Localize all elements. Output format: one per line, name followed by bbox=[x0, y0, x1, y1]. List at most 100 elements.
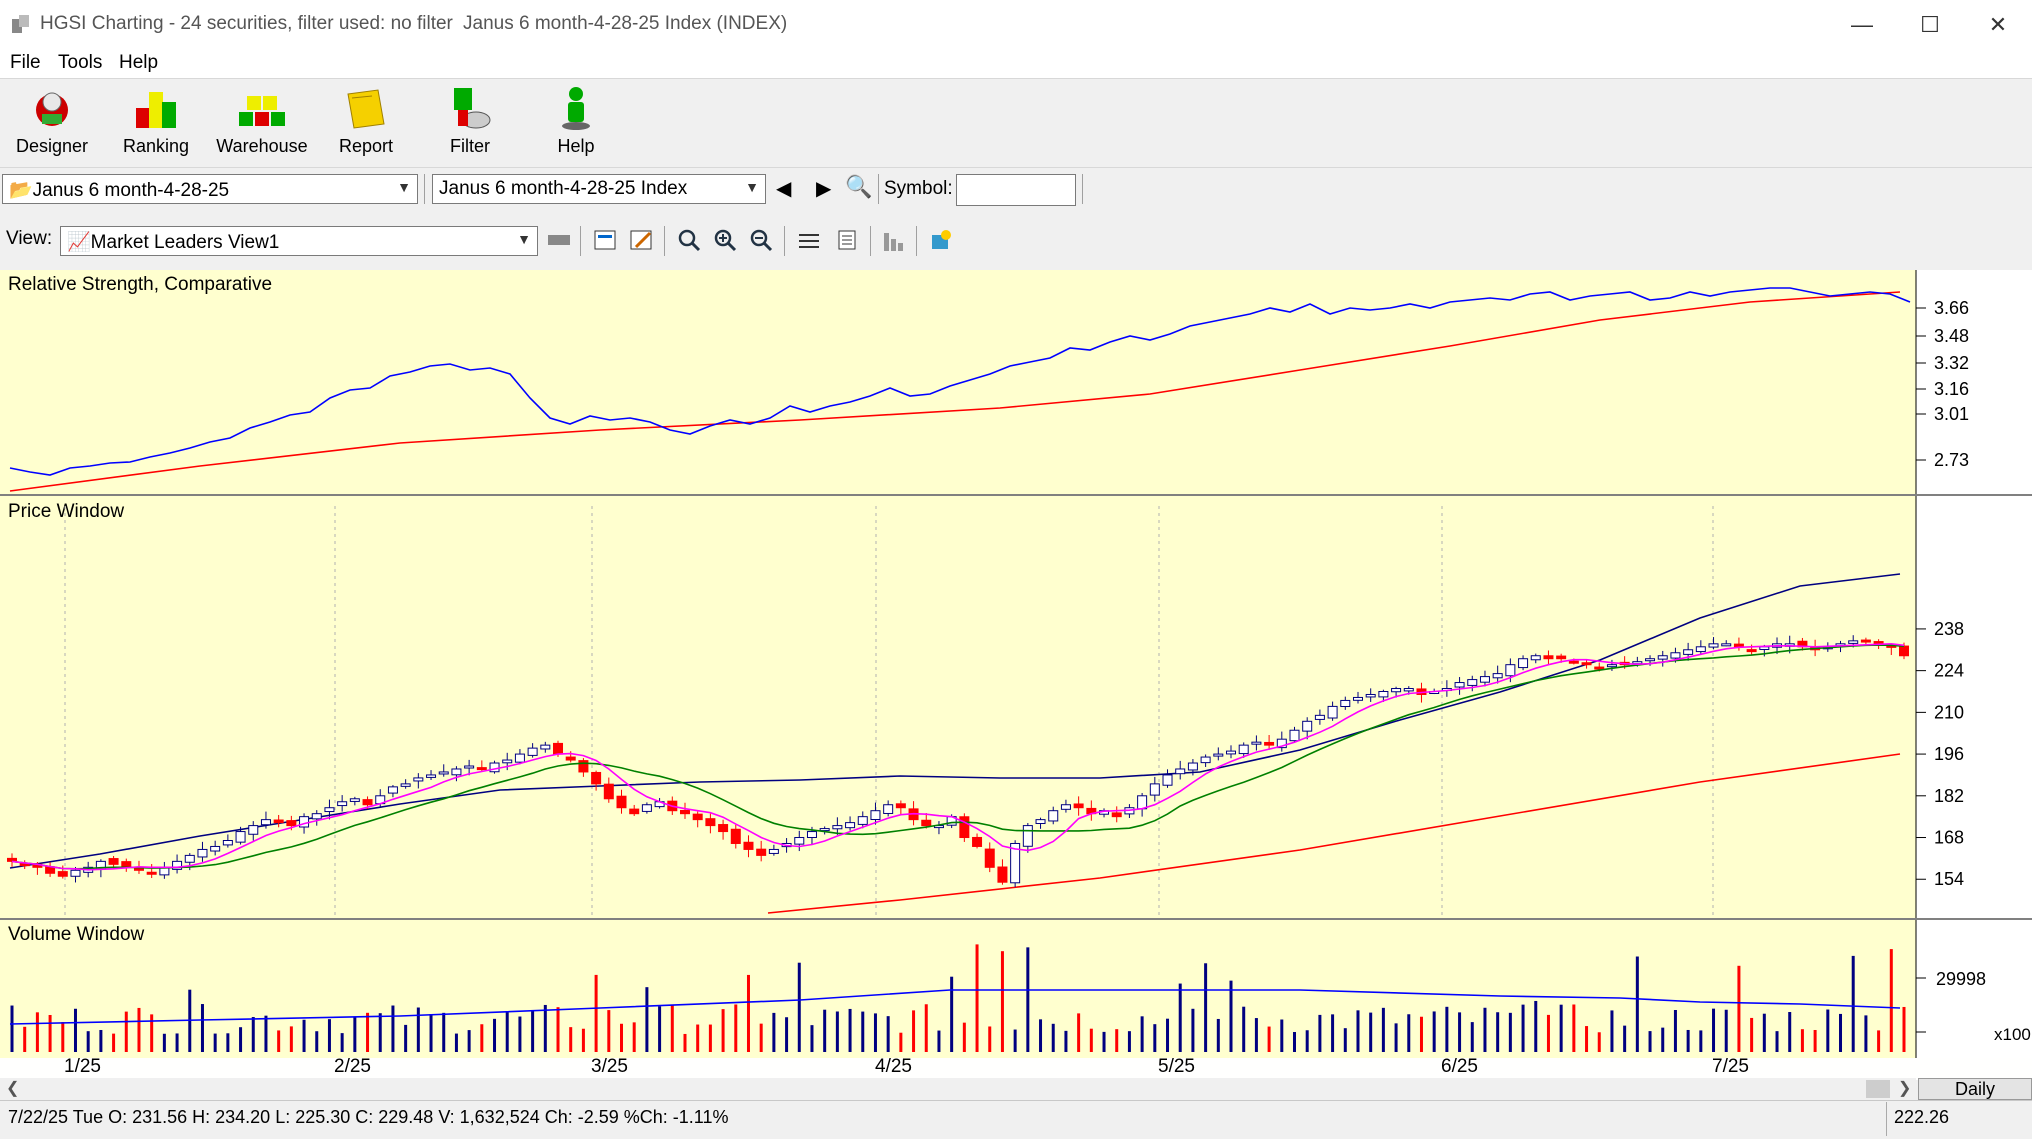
refresh-icon[interactable] bbox=[928, 227, 954, 253]
volume-bar bbox=[848, 1008, 852, 1052]
filter-button[interactable]: Filter bbox=[420, 84, 520, 162]
zoom-out-icon[interactable] bbox=[748, 227, 774, 253]
candle bbox=[743, 841, 754, 850]
volume-bar bbox=[1572, 1004, 1576, 1052]
volume-bar bbox=[620, 1023, 624, 1052]
maximize-button[interactable]: ☐ bbox=[1920, 12, 1940, 37]
candle bbox=[337, 801, 348, 807]
volume-bar bbox=[1686, 1029, 1690, 1052]
candle bbox=[1403, 688, 1414, 692]
view-select[interactable]: 📈Market Leaders View1 ▼ bbox=[60, 226, 538, 256]
volume-bar bbox=[1470, 1022, 1474, 1052]
rs-tick: 2.73 bbox=[1934, 450, 1969, 470]
volume-bar bbox=[1877, 1030, 1881, 1052]
volume-bar bbox=[772, 1012, 776, 1052]
volume-bar bbox=[734, 1004, 738, 1052]
candle bbox=[1365, 693, 1376, 698]
volume-bar bbox=[137, 1007, 141, 1052]
volume-bar bbox=[873, 1013, 877, 1052]
candle bbox=[641, 804, 652, 812]
binoculars-icon[interactable]: 🔍 bbox=[845, 174, 873, 199]
volume-bar bbox=[454, 1033, 458, 1052]
menu-help[interactable]: Help bbox=[119, 52, 159, 73]
date-axis bbox=[0, 1058, 2032, 1080]
price-tick: 182 bbox=[1934, 786, 1964, 806]
candle bbox=[1721, 643, 1732, 647]
volume-bar bbox=[1356, 1010, 1360, 1052]
volume-bar bbox=[86, 1031, 90, 1052]
candle bbox=[1251, 741, 1262, 745]
zoom-icon[interactable] bbox=[676, 227, 702, 253]
ranking-button[interactable]: Ranking bbox=[106, 84, 206, 162]
volume-bar bbox=[1077, 1013, 1081, 1052]
candle-icon[interactable] bbox=[796, 227, 822, 253]
horizontal-scrollbar[interactable] bbox=[0, 1078, 1916, 1100]
volume-bar bbox=[1178, 983, 1182, 1052]
candle bbox=[1149, 783, 1160, 796]
candle bbox=[1467, 679, 1478, 686]
volume-bar bbox=[1166, 1018, 1170, 1052]
volume-bar bbox=[1610, 1010, 1614, 1052]
minimize-button[interactable]: — bbox=[1851, 12, 1873, 37]
volume-bar bbox=[1597, 1032, 1601, 1052]
volume-bar bbox=[1000, 951, 1004, 1052]
volume-bar bbox=[493, 1018, 497, 1052]
volume-bar bbox=[1762, 1013, 1766, 1052]
previous-arrow-icon[interactable]: ◀ bbox=[776, 178, 792, 200]
warehouse-button[interactable]: Warehouse bbox=[212, 84, 312, 162]
candle bbox=[1670, 652, 1681, 659]
properties-icon[interactable] bbox=[592, 227, 618, 253]
designer-button[interactable]: Designer bbox=[2, 84, 102, 162]
volume-bar bbox=[1445, 1006, 1449, 1052]
next-arrow-icon[interactable]: ▶ bbox=[816, 178, 832, 200]
divider bbox=[870, 226, 871, 256]
volume-bar bbox=[1699, 1030, 1703, 1052]
volume-bar bbox=[61, 1022, 65, 1052]
period-button[interactable]: Daily bbox=[1918, 1078, 2032, 1100]
candle bbox=[629, 808, 640, 815]
date-label: 6/25 bbox=[1441, 1056, 1478, 1077]
price-panel-title: Price Window bbox=[8, 501, 125, 522]
symbol-input[interactable] bbox=[956, 174, 1076, 206]
scroll-thumb[interactable] bbox=[1866, 1080, 1890, 1098]
list-select[interactable]: 📂Janus 6 month-4-28-25 ▼ bbox=[2, 174, 418, 204]
price-tick: 154 bbox=[1934, 869, 1964, 889]
view-settings-icon[interactable] bbox=[546, 227, 572, 253]
table-icon[interactable] bbox=[834, 227, 860, 253]
designer-icon bbox=[36, 92, 68, 126]
zoom-in-icon[interactable] bbox=[712, 227, 738, 253]
candle bbox=[172, 860, 183, 870]
volume-bar bbox=[835, 1011, 839, 1052]
volume-bar bbox=[1191, 1008, 1195, 1052]
volume-bar bbox=[1369, 1012, 1373, 1052]
candle bbox=[121, 861, 132, 868]
help-button[interactable]: Help bbox=[526, 84, 626, 162]
security-select[interactable]: Janus 6 month-4-28-25 Index ▼ bbox=[432, 174, 766, 204]
volume-bar bbox=[594, 974, 598, 1052]
main-toolbar bbox=[0, 78, 2032, 168]
volume-bar bbox=[924, 1004, 928, 1052]
menu-file[interactable]: File bbox=[10, 52, 41, 73]
close-button[interactable]: ✕ bbox=[1988, 12, 2008, 37]
menu-bar bbox=[0, 50, 2032, 78]
volume-bar bbox=[1648, 1031, 1652, 1052]
candle bbox=[883, 804, 894, 814]
warehouse-icon bbox=[239, 96, 285, 126]
chevron-down-icon: ▼ bbox=[397, 179, 411, 195]
candle bbox=[1708, 643, 1719, 648]
volume-bar bbox=[746, 974, 750, 1052]
scroll-right-icon[interactable]: ❯ bbox=[1898, 1080, 1912, 1097]
price-tick: 238 bbox=[1934, 619, 1964, 639]
scroll-left-icon[interactable]: ❮ bbox=[6, 1080, 20, 1097]
rs-line bbox=[9, 287, 1911, 476]
candle bbox=[1213, 753, 1224, 757]
candle bbox=[553, 742, 564, 755]
bar-chart-icon[interactable] bbox=[880, 227, 906, 253]
menu-tools[interactable]: Tools bbox=[58, 52, 103, 73]
volume-bar bbox=[810, 1025, 814, 1052]
edit-view-icon[interactable] bbox=[628, 227, 654, 253]
volume-bar bbox=[1559, 1004, 1563, 1052]
report-button[interactable]: Report bbox=[316, 84, 416, 162]
candle bbox=[1314, 714, 1325, 720]
volume-bar bbox=[1153, 1024, 1157, 1052]
